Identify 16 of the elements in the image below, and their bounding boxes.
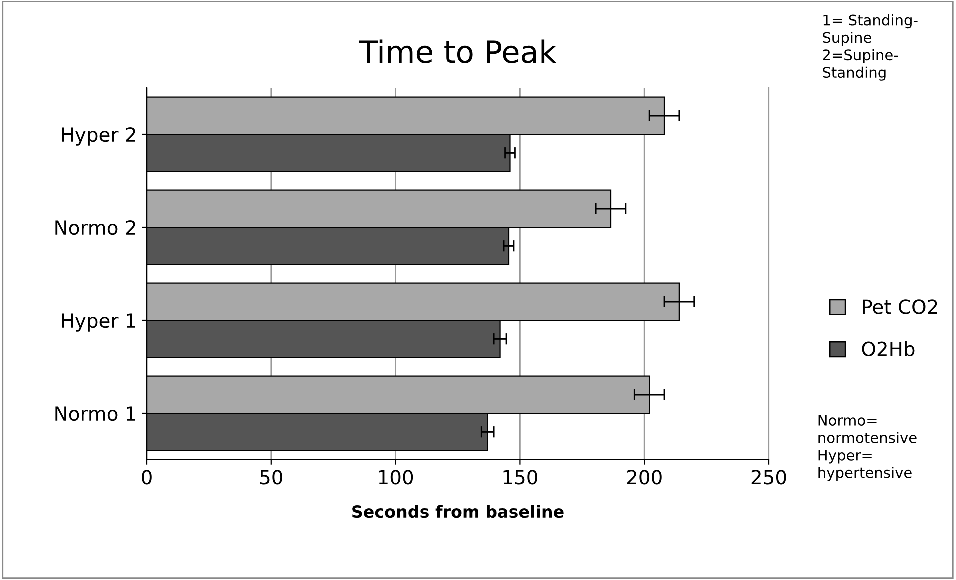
x-axis-title: Seconds from baseline (352, 505, 564, 518)
x-tick-label: 250 (752, 470, 786, 485)
x-tick-label: 200 (627, 470, 662, 485)
legend-label: Pet CO2 (863, 300, 938, 314)
text: Normo= normotensive Hyper= hypertensive (818, 415, 917, 482)
y-tick-label: Normo 2 (56, 220, 136, 236)
x-tick-label: 150 (504, 470, 538, 485)
x-tick-label: 0 (142, 470, 152, 485)
y-tick-label: Normo 1 (56, 406, 136, 422)
x-tick-label: 50 (260, 470, 282, 485)
x-tick-label: 100 (379, 470, 414, 485)
legend-label: O2Hb (862, 341, 915, 357)
y-tick-label: Hyper 2 (62, 127, 136, 146)
chart-title: Time to Peak (359, 40, 557, 64)
y-tick-label: Hyper 1 (62, 314, 136, 332)
text: 1= Standing- Supine 2=Supine- Standing (823, 14, 918, 81)
